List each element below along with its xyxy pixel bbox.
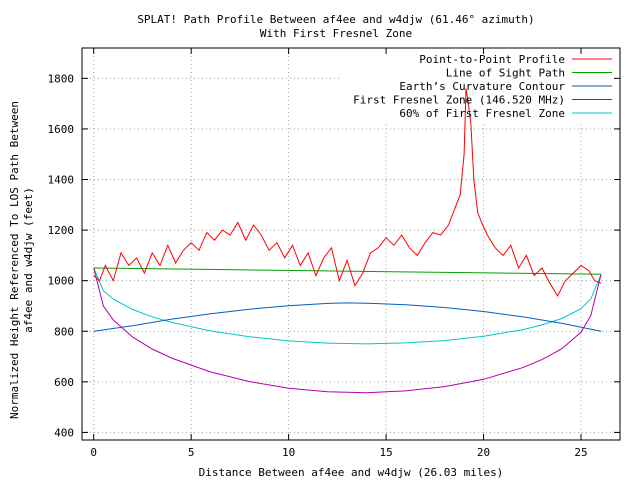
grid-lines xyxy=(82,48,620,440)
y-tick-label: 1000 xyxy=(48,275,75,288)
legend-label: Line of Sight Path xyxy=(446,67,565,80)
tick-marks xyxy=(82,48,620,440)
x-tick-label: 5 xyxy=(188,446,195,459)
y-tick-label: 800 xyxy=(54,325,74,338)
x-tick-label: 15 xyxy=(379,446,392,459)
profile-line xyxy=(93,88,602,297)
y-axis-label-line-1: Normalized Height Referenced To LOS Path… xyxy=(8,101,21,419)
legend-label: 60% of First Fresnel Zone xyxy=(399,107,565,120)
y-axis-label: Normalized Height Referenced To LOS Path… xyxy=(8,101,35,419)
y-axis-label-line-2: af4ee and w4djw (feet) xyxy=(22,187,35,333)
line-of-sight-line xyxy=(93,267,602,275)
y-tick-label: 600 xyxy=(54,376,74,389)
x-axis-label: Distance Between af4ee and w4djw (26.03 … xyxy=(199,466,504,479)
x-tick-label: 25 xyxy=(574,446,587,459)
fresnel-zone-line xyxy=(93,267,602,394)
chart-subtitle: With First Fresnel Zone xyxy=(260,27,412,40)
plot-frame xyxy=(81,47,621,441)
legend-label: First Fresnel Zone (146.520 MHz) xyxy=(353,94,565,107)
x-tick-label: 10 xyxy=(282,446,295,459)
earth-curvature-line xyxy=(93,302,602,332)
series-layer xyxy=(93,88,602,394)
x-tick-label: 0 xyxy=(90,446,97,459)
y-tick-label: 400 xyxy=(54,426,74,439)
y-tick-label: 1600 xyxy=(48,123,75,136)
fresnel-60-line xyxy=(93,267,602,345)
x-tick-label: 20 xyxy=(477,446,490,459)
y-tick-label: 1200 xyxy=(48,224,75,237)
y-tick-label: 1400 xyxy=(48,174,75,187)
chart-title: SPLAT! Path Profile Between af4ee and w4… xyxy=(137,13,534,26)
y-tick-label: 1800 xyxy=(48,72,75,85)
legend-label: Point-to-Point Profile xyxy=(419,53,565,66)
legend-label: Earth’s Curvature Contour xyxy=(399,80,565,93)
